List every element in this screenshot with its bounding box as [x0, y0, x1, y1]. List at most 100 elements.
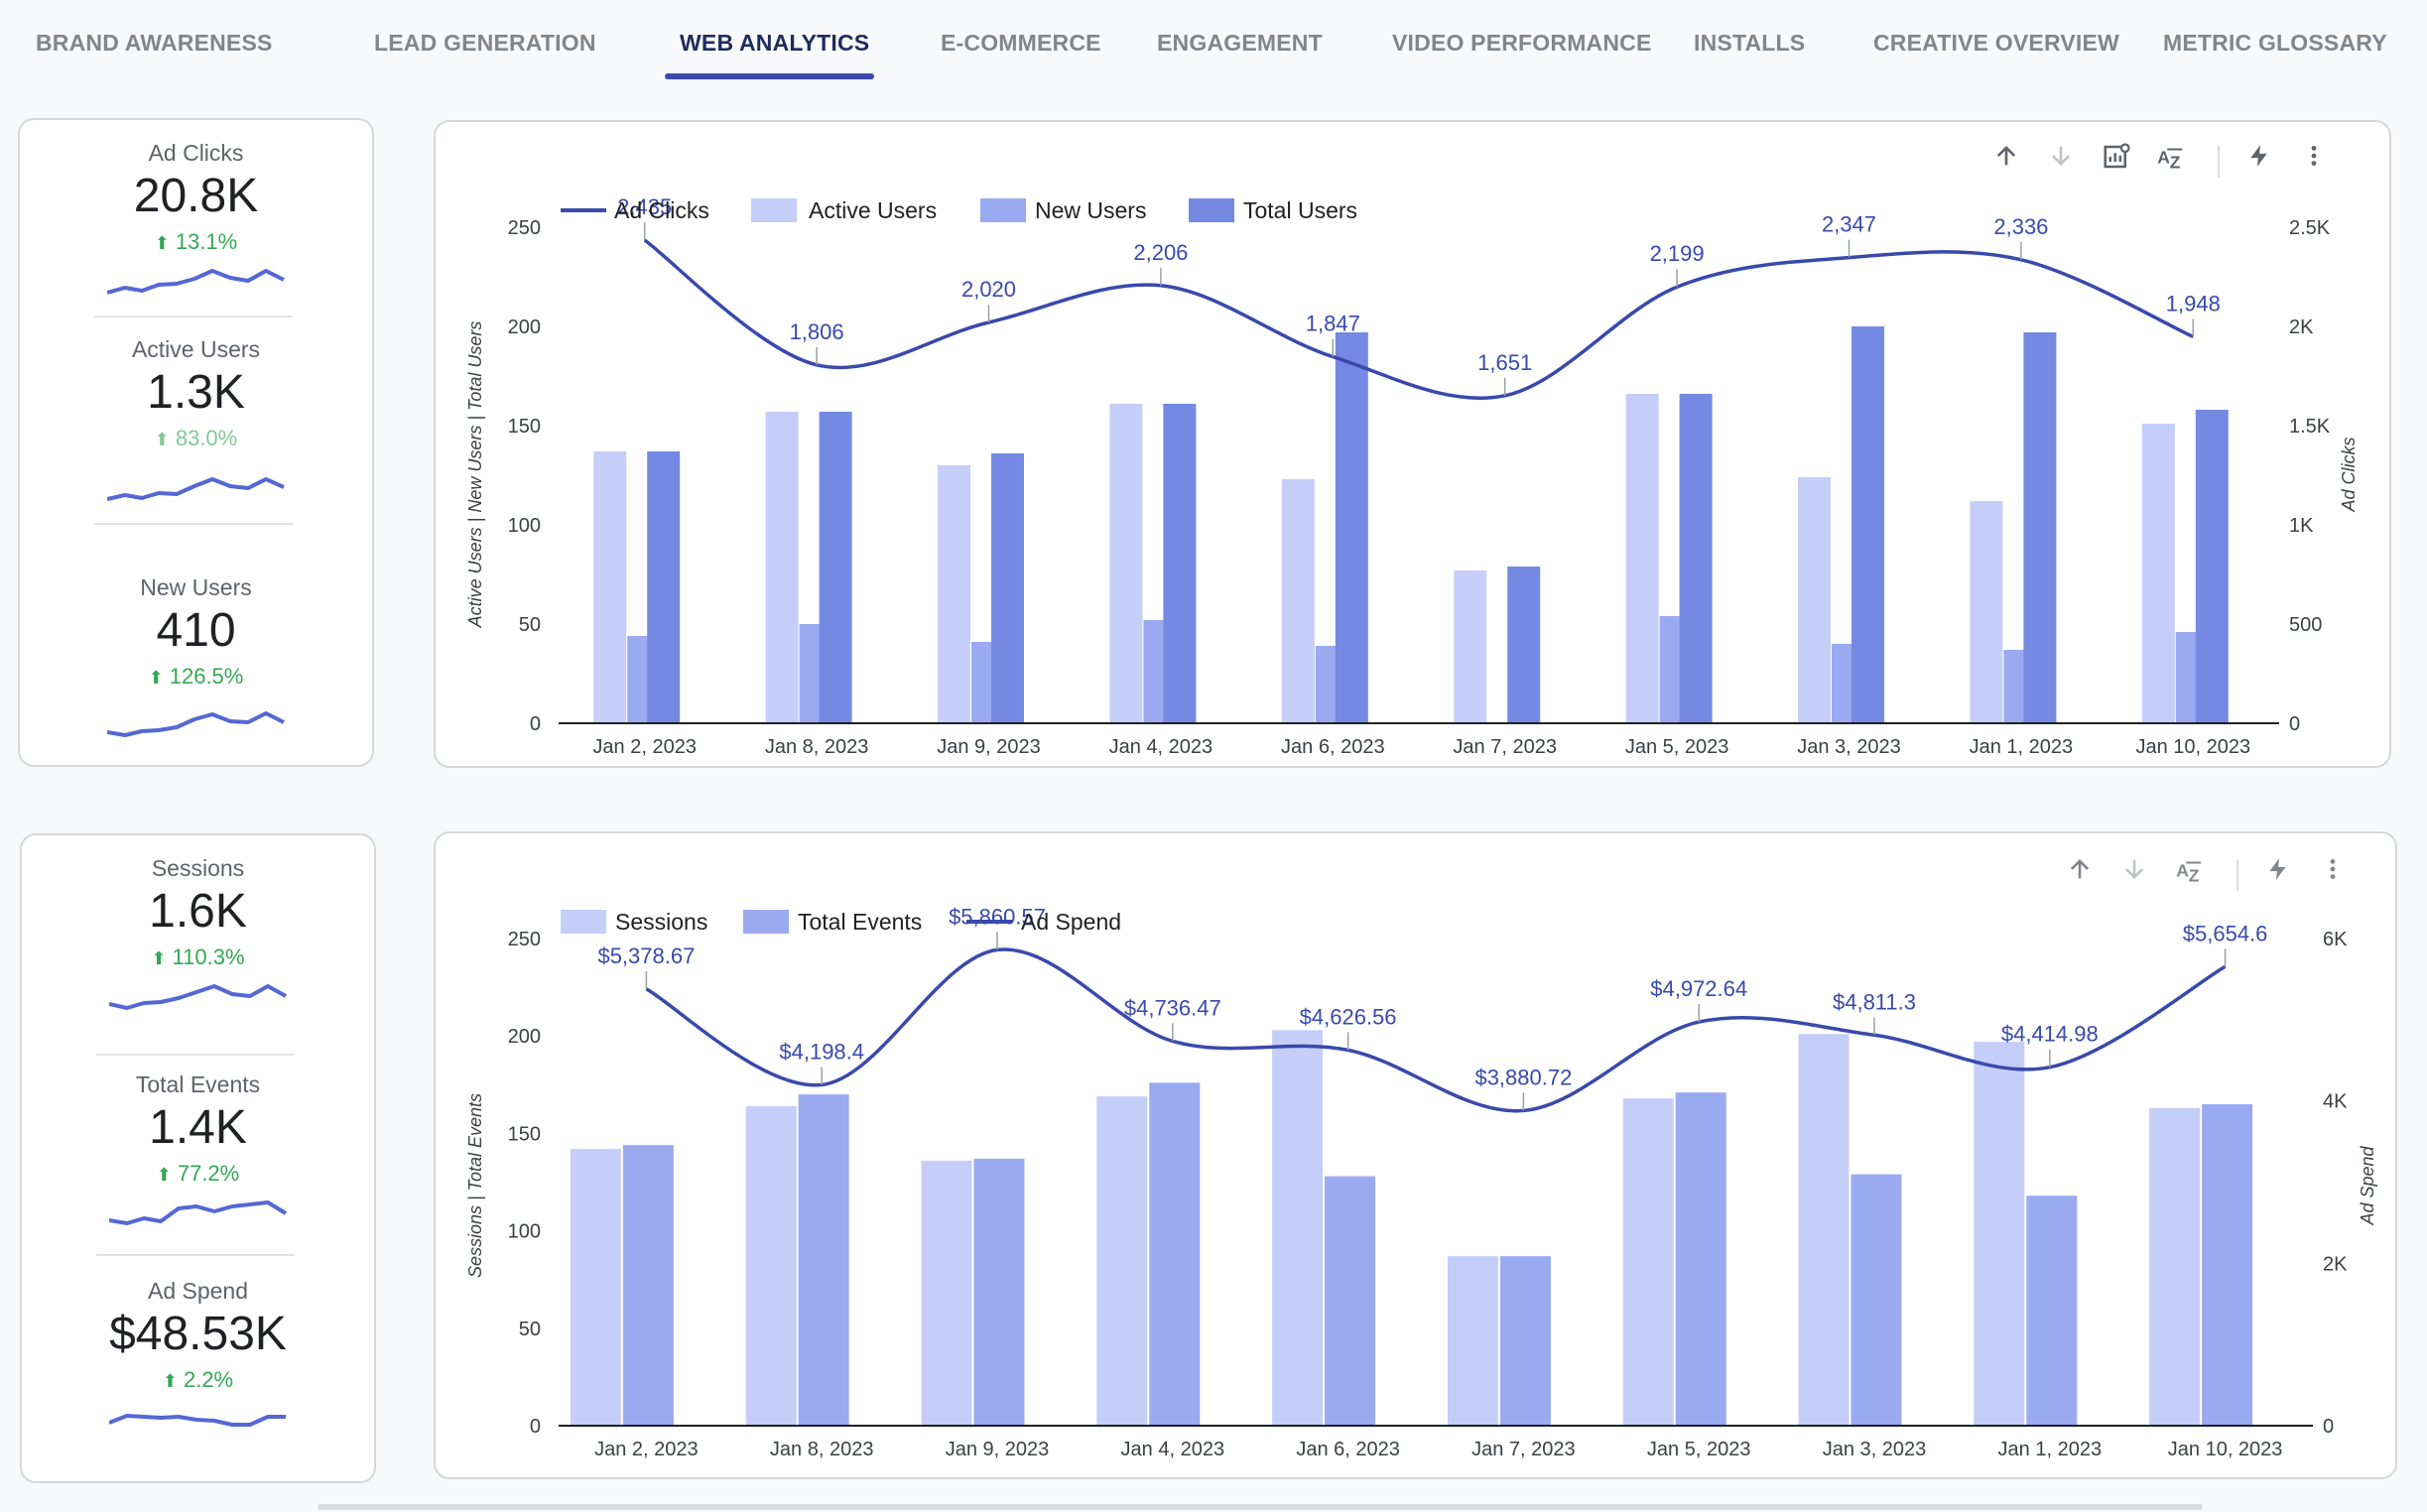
bar-active-users	[765, 412, 799, 723]
scorecard-ad-clicks[interactable]: Ad Clicks 20.8K ⬆ 13.1%	[20, 140, 372, 303]
scorecard-delta-value: 83.0%	[175, 425, 238, 450]
legend-label: Ad Clicks	[614, 197, 709, 223]
tab-creative-overview[interactable]: CREATIVE OVERVIEW	[1873, 30, 2119, 56]
data-label: 2,206	[1133, 240, 1188, 265]
lightning-icon[interactable]	[2265, 855, 2305, 895]
legend-label: Active Users	[809, 197, 937, 223]
bar-total-users	[2195, 410, 2229, 723]
scorecard-delta: ⬆ 2.2%	[22, 1367, 374, 1393]
bar-total-events	[622, 1145, 674, 1426]
bar-total-events	[1149, 1082, 1201, 1426]
bar-total-events	[2202, 1103, 2253, 1426]
bar-sessions	[745, 1105, 797, 1426]
chart-canvas: 0 50 100 150 200 250 0 2K 4K 6K Sessions | Total E…	[465, 904, 2377, 1460]
bar-total-users	[1679, 394, 1713, 723]
tab-brand-awareness[interactable]: BRAND AWARENESS	[36, 30, 273, 56]
scorecard-new-users[interactable]: New Users 410 ⬆ 126.5%	[20, 574, 372, 743]
trend-up-icon: ⬆	[154, 232, 170, 253]
scorecard-delta-value: 2.2%	[183, 1366, 234, 1392]
tab-metric-glossary[interactable]: METRIC GLOSSARY	[2163, 30, 2387, 56]
y-tick-label-left: 150	[508, 1123, 541, 1145]
x-tick-label: Jan 8, 2023	[770, 1439, 874, 1460]
scorecard-value: 1.4K	[149, 1101, 247, 1154]
x-tick-label: Jan 3, 2023	[1823, 1439, 1927, 1460]
y-tick-label-left: 50	[519, 614, 541, 636]
scorecard-delta: ⬆ 13.1%	[20, 229, 372, 255]
tab-video-performance[interactable]: VIDEO PERFORMANCE	[1392, 30, 1652, 56]
x-tick-label: Jan 10, 2023	[2168, 1439, 2283, 1460]
scorecard-label: Ad Clicks	[148, 140, 244, 166]
scorecard-sessions[interactable]: Sessions 1.6K ⬆ 110.3%	[22, 855, 374, 1018]
scorecard-total-events[interactable]: Total Events 1.4K ⬆ 77.2%	[22, 1071, 374, 1234]
data-label: $4,198.4	[779, 1039, 864, 1064]
bar-sessions	[1798, 1034, 1850, 1426]
arrow-up-icon[interactable]	[1992, 142, 2032, 182]
y-tick-label-left: 250	[508, 929, 541, 950]
y-tick-label-left: 200	[508, 1026, 541, 1048]
bar-sessions	[1272, 1030, 1324, 1426]
data-label: 2,435	[617, 194, 672, 219]
bar-sessions	[1974, 1042, 2025, 1426]
active-tab-indicator	[665, 73, 874, 79]
y-axis-label-left: Sessions | Total Events	[465, 1093, 485, 1278]
y-tick-label-right: 6K	[2323, 929, 2348, 950]
sparkline	[106, 268, 285, 295]
legend-label: Ad Spend	[1021, 909, 1121, 935]
divider	[94, 315, 293, 317]
bar-total-events	[1851, 1174, 1902, 1426]
x-tick-label: Jan 5, 2023	[1647, 1439, 1751, 1460]
scorecard-ad-spend[interactable]: Ad Spend $48.53K ⬆ 2.2%	[22, 1278, 374, 1441]
tab-web-analytics[interactable]: WEB ANALYTICS	[680, 30, 870, 56]
scorecard-label: Sessions	[151, 855, 245, 881]
scorecard-delta-value: 13.1%	[175, 228, 238, 254]
scorecard-delta: ⬆ 77.2%	[22, 1161, 374, 1187]
data-label: 2,020	[961, 277, 1016, 302]
legend-swatch	[980, 198, 1026, 222]
lightning-icon[interactable]	[2246, 142, 2286, 182]
arrow-up-icon[interactable]	[2066, 855, 2106, 895]
page-scrollbar[interactable]	[318, 1504, 2203, 1510]
legend-swatch	[561, 910, 606, 934]
bar-total-events	[2026, 1196, 2078, 1426]
divider	[96, 1054, 295, 1056]
y-tick-label-right: 2K	[2289, 316, 2314, 338]
x-tick-label: Jan 9, 2023	[946, 1439, 1050, 1460]
tab-installs[interactable]: INSTALLS	[1694, 30, 1806, 56]
legend-label: Sessions	[615, 909, 707, 935]
bar-total-users	[2023, 332, 2057, 723]
more-vert-icon[interactable]	[2320, 855, 2360, 895]
y-tick-label-right: 2K	[2323, 1253, 2348, 1275]
arrow-down-icon[interactable]	[2047, 142, 2087, 182]
bar-sessions	[921, 1160, 972, 1426]
data-label: $4,811.3	[1833, 989, 1916, 1014]
bar-total-users	[1163, 404, 1197, 723]
tab-e-commerce[interactable]: E-COMMERCE	[941, 30, 1101, 56]
y-tick-label-right: 500	[2289, 614, 2322, 636]
sparkline	[108, 1199, 287, 1225]
y-tick-label-left: 250	[508, 217, 541, 239]
x-tick-label: Jan 7, 2023	[1453, 736, 1557, 758]
bar-total-users	[647, 451, 681, 723]
legend-label: New Users	[1035, 197, 1146, 223]
more-vert-icon[interactable]	[2301, 142, 2341, 182]
bar-total-events	[1499, 1256, 1551, 1426]
data-label: 2,347	[1822, 212, 1876, 237]
bar-total-users	[1335, 332, 1368, 723]
y-tick-label-right: 0	[2323, 1416, 2334, 1438]
tab-lead-generation[interactable]: LEAD GENERATION	[374, 30, 596, 56]
trend-up-icon: ⬆	[148, 667, 164, 688]
tab-engagement[interactable]: ENGAGEMENT	[1157, 30, 1323, 56]
scorecard-active-users[interactable]: Active Users 1.3K ⬆ 83.0%	[20, 336, 372, 511]
toolbar-divider	[2236, 859, 2238, 891]
bar-total-events	[1675, 1092, 1726, 1426]
x-tick-label: Jan 4, 2023	[1109, 736, 1214, 758]
chart-settings-icon[interactable]	[2102, 142, 2141, 182]
bar-active-users	[1798, 477, 1831, 723]
svg-text:A: A	[2157, 147, 2170, 167]
scorecard-panel-bottom: Sessions 1.6K ⬆ 110.3% Total Events 1.4K …	[20, 833, 376, 1483]
arrow-down-icon[interactable]	[2120, 855, 2160, 895]
